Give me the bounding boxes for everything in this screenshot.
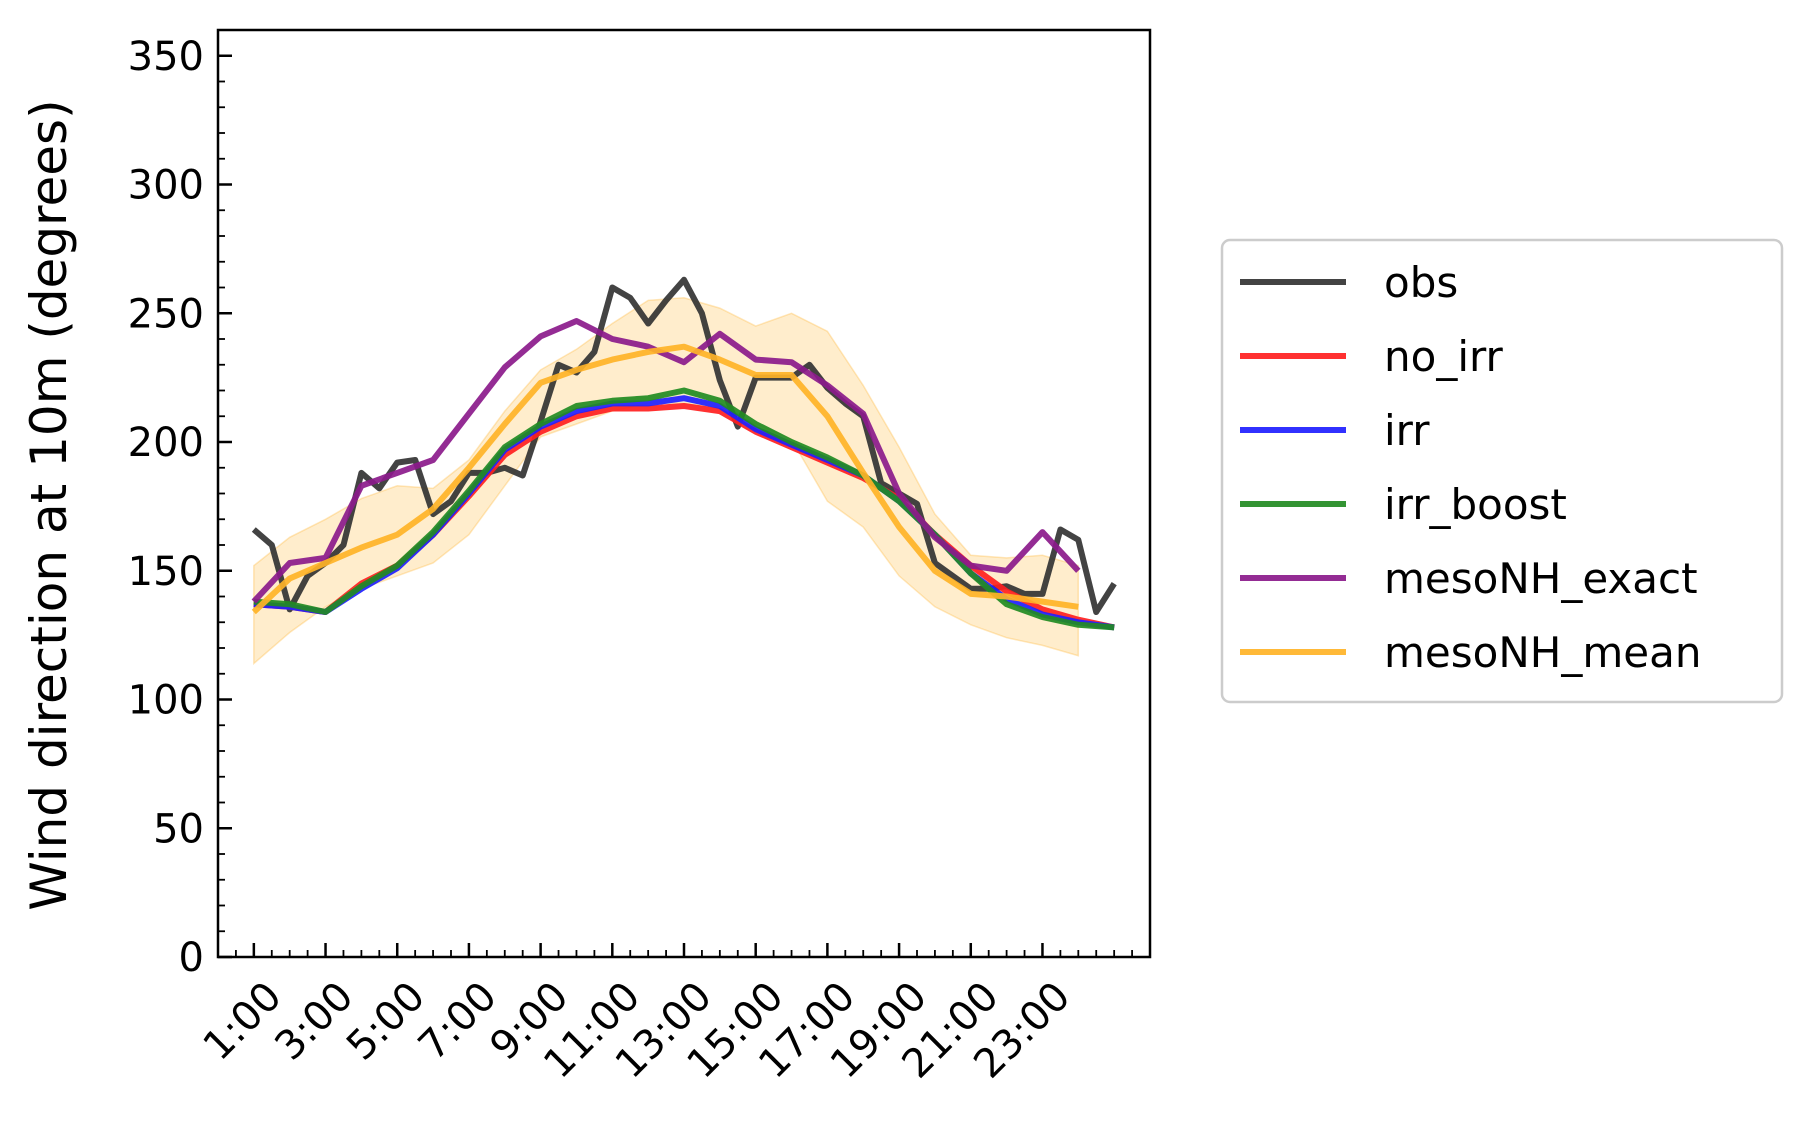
confidence-band-layer: [253, 297, 1080, 666]
y-tick-label: 250: [128, 291, 204, 337]
x-tick-label: 5:00: [338, 973, 434, 1069]
legend-label-irr-boost: irr_boost: [1384, 480, 1567, 529]
legend-label-no-irr: no_irr: [1384, 332, 1504, 381]
y-tick-label: 300: [128, 163, 204, 209]
x-tick-label: 7:00: [410, 973, 506, 1069]
x-tick-layer: 1:003:005:007:009:0011:0013:0015:0017:00…: [195, 943, 1133, 1087]
legend-label-irr: irr: [1384, 406, 1430, 455]
x-tick-label: 3:00: [266, 973, 362, 1069]
mesoNH-mean-range-band: [253, 297, 1080, 666]
plot-area: [218, 30, 1150, 957]
legend-label-mesoNH-exact: mesoNH_exact: [1384, 554, 1698, 603]
y-tick-label: 200: [128, 420, 204, 466]
y-tick-label: 100: [128, 678, 204, 724]
y-tick-label: 50: [153, 806, 204, 852]
series-line-irr-boost: [253, 387, 1115, 631]
y-tick-label: 150: [128, 549, 204, 595]
y-tick-label: 350: [128, 34, 204, 80]
series-line-obs: [251, 276, 1117, 615]
y-axis-label: Wind direction at 10m (degrees): [20, 99, 78, 910]
y-tick-layer: 0 50 100 150 200 250 300 350: [128, 29, 232, 981]
x-tick-label: 1:00: [195, 973, 291, 1069]
legend-box: [1220, 238, 1784, 704]
series-line-mesoNH-mean: [251, 343, 1079, 615]
plot-background: [218, 30, 1150, 957]
legend-label-obs: obs: [1384, 258, 1458, 307]
series-layer: [251, 276, 1117, 631]
legend-label-mesoNH-mean: mesoNH_mean: [1384, 628, 1701, 677]
y-tick-label: 0: [179, 935, 204, 981]
series-line-mesoNH-exact: [251, 318, 1081, 604]
